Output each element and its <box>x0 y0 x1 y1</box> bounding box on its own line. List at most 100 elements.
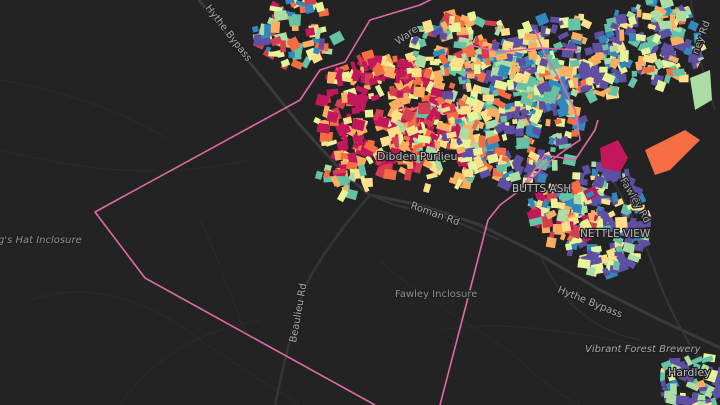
parish-boundary[interactable] <box>439 29 581 405</box>
building-footprint[interactable] <box>535 199 544 209</box>
building-footprint[interactable] <box>653 5 667 15</box>
building-footprint[interactable] <box>584 46 594 56</box>
building-footprint[interactable] <box>700 355 714 364</box>
building-footprint[interactable] <box>485 58 491 66</box>
ward-boundary[interactable] <box>469 44 581 53</box>
building-footprint[interactable] <box>395 72 401 84</box>
building-footprint[interactable] <box>414 54 428 69</box>
building-footprint[interactable] <box>434 159 443 172</box>
building-footprint[interactable] <box>534 78 541 86</box>
building-footprint[interactable] <box>613 77 620 84</box>
building-footprint[interactable] <box>663 390 673 399</box>
building-footprint[interactable] <box>528 51 538 60</box>
building-footprint[interactable] <box>535 12 550 27</box>
building-footprint[interactable] <box>373 75 386 82</box>
building-footprint[interactable] <box>384 67 396 79</box>
building-footprint[interactable] <box>578 114 589 125</box>
ward-boundary[interactable] <box>519 119 599 191</box>
building-footprint[interactable] <box>514 66 520 73</box>
building-footprint[interactable] <box>402 135 411 142</box>
building-footprint[interactable] <box>579 229 592 243</box>
building-footprint[interactable] <box>602 167 617 183</box>
building-footprint[interactable] <box>412 50 420 57</box>
building-footprint[interactable] <box>651 33 662 44</box>
building-footprint[interactable] <box>280 58 291 68</box>
building-footprint[interactable] <box>486 98 500 105</box>
building-footprint[interactable] <box>613 9 620 17</box>
building-footprint[interactable] <box>355 92 368 103</box>
building-footprint[interactable] <box>544 102 552 112</box>
building-footprint[interactable] <box>619 50 629 63</box>
building-footprint[interactable] <box>251 25 259 33</box>
building-footprint[interactable] <box>620 13 628 24</box>
building-footprint[interactable] <box>521 20 533 34</box>
building-footprint[interactable] <box>380 55 388 66</box>
building-footprint[interactable] <box>512 161 523 172</box>
building-footprint[interactable] <box>407 119 417 128</box>
building-footprint[interactable] <box>482 94 494 102</box>
building-footprint[interactable] <box>558 186 575 203</box>
building-footprint[interactable] <box>602 225 612 233</box>
building-footprint[interactable] <box>578 60 590 74</box>
building-footprint[interactable] <box>598 34 608 44</box>
building-footprint[interactable] <box>698 386 708 392</box>
building-footprint[interactable] <box>495 53 508 61</box>
building-footprint[interactable] <box>679 74 689 83</box>
building-footprint[interactable] <box>627 253 640 263</box>
building-footprint[interactable] <box>508 171 522 183</box>
building-footprint[interactable] <box>561 221 572 232</box>
building-footprint[interactable] <box>660 369 666 382</box>
building-footprint[interactable] <box>660 42 675 55</box>
building-footprint[interactable] <box>394 119 406 129</box>
building-footprint[interactable] <box>455 137 463 146</box>
building-footprint[interactable] <box>484 119 499 130</box>
building-footprint[interactable] <box>545 209 557 220</box>
building-footprint[interactable] <box>526 93 534 100</box>
building-footprint[interactable] <box>388 98 403 112</box>
building-footprint[interactable] <box>492 98 507 110</box>
building-footprint[interactable] <box>286 36 302 52</box>
building-footprint[interactable] <box>441 106 451 113</box>
building-footprint[interactable] <box>422 159 433 170</box>
place-label-butts-ash[interactable]: BUTTS ASH <box>511 182 573 197</box>
building-footprint[interactable] <box>560 208 570 215</box>
building-footprint[interactable] <box>501 91 512 100</box>
building-footprint[interactable] <box>280 40 287 53</box>
building-footprint[interactable] <box>631 70 637 77</box>
industrial-area-green[interactable] <box>690 70 712 110</box>
building-footprint[interactable] <box>572 172 581 180</box>
building-footprint[interactable] <box>493 79 509 91</box>
building-footprint[interactable] <box>486 107 500 118</box>
building-footprint[interactable] <box>321 141 328 147</box>
building-footprint[interactable] <box>486 134 501 145</box>
building-footprint[interactable] <box>601 43 610 51</box>
parish-boundary[interactable] <box>94 0 440 405</box>
building-footprint[interactable] <box>633 33 647 42</box>
building-footprint[interactable] <box>534 158 550 170</box>
building-footprint[interactable] <box>340 152 350 160</box>
building-footprint[interactable] <box>319 131 333 143</box>
building-footprint[interactable] <box>329 30 345 46</box>
building-footprint[interactable] <box>609 35 624 46</box>
building-footprint[interactable] <box>460 156 473 163</box>
building-footprint[interactable] <box>486 153 499 164</box>
building-footprint[interactable] <box>429 132 440 142</box>
building-footprint[interactable] <box>547 57 561 71</box>
building-footprint[interactable] <box>520 70 531 83</box>
building-footprint[interactable] <box>513 51 524 58</box>
building-footprint[interactable] <box>636 9 642 18</box>
building-footprint[interactable] <box>439 32 447 40</box>
building-footprint[interactable] <box>449 138 457 150</box>
building-footprint[interactable] <box>412 142 424 151</box>
building-footprint[interactable] <box>409 148 419 161</box>
building-footprint[interactable] <box>704 385 716 399</box>
building-footprint[interactable] <box>619 29 625 41</box>
building-footprint[interactable] <box>365 154 374 165</box>
building-footprint[interactable] <box>423 67 433 79</box>
building-footprint[interactable] <box>402 154 409 164</box>
building-footprint[interactable] <box>599 66 608 73</box>
building-footprint[interactable] <box>641 228 651 241</box>
building-footprint[interactable] <box>465 82 472 93</box>
building-footprint[interactable] <box>572 203 583 214</box>
